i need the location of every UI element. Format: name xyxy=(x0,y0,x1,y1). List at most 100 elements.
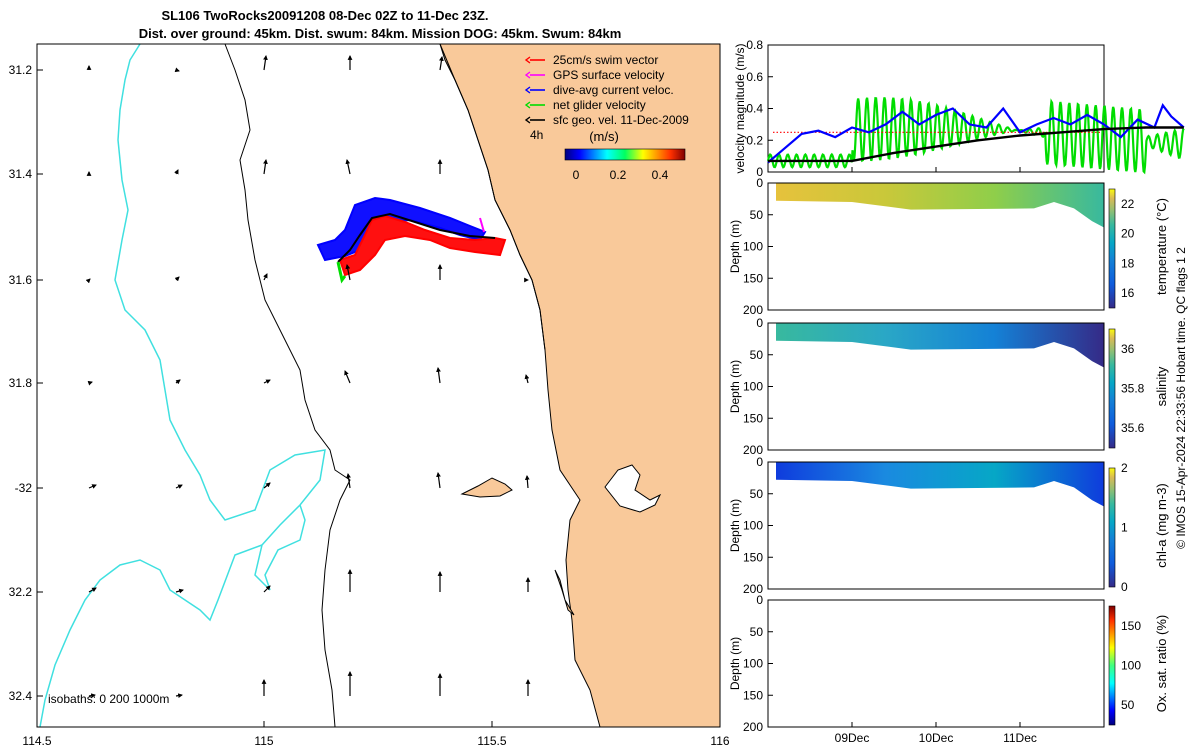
map-y-tick-label: 31.4 xyxy=(9,167,33,181)
depth-y-label: Depth (m) xyxy=(728,360,742,413)
map-x-tick-label: 115.5 xyxy=(477,734,506,748)
map-colorbar-ticks: 0 0.2 0.4 xyxy=(573,168,669,182)
velocity-arrow xyxy=(345,159,351,175)
map-x-tick-label: 115 xyxy=(254,734,273,748)
velocity-arrow xyxy=(175,588,184,594)
velocity-arrow xyxy=(263,55,268,71)
legend-label: dive-avg current veloc. xyxy=(553,83,674,97)
legend-note: 4h xyxy=(530,128,543,142)
depth-colorbar-tick: 150 xyxy=(1121,619,1141,633)
legend-arrowhead xyxy=(524,71,531,79)
velocity-y-tick-label: 0.4 xyxy=(746,102,763,116)
velocity-arrow xyxy=(436,367,441,384)
depth-colorbar-label: chl-a (mg m-3) xyxy=(1154,483,1169,568)
figure-title-line1: SL106 TwoRocks20091208 08-Dec 02Z to 11-… xyxy=(161,8,488,23)
depth-panel-4: 0 50 100 150 200 Depth (m) 50 100 150 Ox. sat. ra… xyxy=(728,593,1169,734)
depth-y-tick-label: 150 xyxy=(743,550,763,564)
velocity-arrow xyxy=(263,159,268,175)
time-x-tick-label: 11Dec xyxy=(1003,731,1037,745)
depth-y-tick-label: 50 xyxy=(750,487,764,501)
depth-colorbar-tick: 35.6 xyxy=(1121,421,1145,435)
depth-colorbar-tick: 36 xyxy=(1121,342,1135,356)
depth-colorbar xyxy=(1108,328,1116,449)
velocity-arrow xyxy=(345,264,351,281)
legend-arrowhead xyxy=(524,116,531,124)
velocity-arrow xyxy=(346,473,351,489)
velocity-arrow xyxy=(263,482,271,489)
map-colorbar-tick: 0.2 xyxy=(610,168,627,182)
depth-colorbar-tick: 22 xyxy=(1121,197,1135,211)
map-y-tick-label: 32.2 xyxy=(9,585,33,599)
peninsula xyxy=(554,569,575,616)
inlet xyxy=(604,464,662,513)
velocity-arrow xyxy=(88,587,97,593)
map-y-tick-label: 31.2 xyxy=(9,63,33,77)
depth-y-tick-label: 50 xyxy=(750,348,764,362)
net-path xyxy=(337,212,496,263)
depth-colorbar xyxy=(1108,188,1116,309)
velocity-y-tick-label: 0.2 xyxy=(746,133,763,147)
depth-y-label: Depth (m) xyxy=(728,220,742,273)
map-y-tick-label: 31.6 xyxy=(9,273,33,287)
velocity-arrow xyxy=(174,276,180,282)
map-y-tick-label: -32 xyxy=(15,481,33,495)
depth-y-tick-label: 0 xyxy=(756,316,763,330)
velocity-arrow xyxy=(174,67,180,73)
depth-y-tick-label: 0 xyxy=(756,593,763,607)
legend-arrowhead xyxy=(524,86,531,94)
map-x-tick-label: 114.5 xyxy=(22,734,51,748)
island xyxy=(460,477,513,498)
net-glider-velocity-series xyxy=(766,95,1185,175)
depth-colorbar-tick: 20 xyxy=(1121,227,1135,241)
depth-colorbar-tick: 2 xyxy=(1121,461,1128,475)
depth-y-label: Depth (m) xyxy=(728,499,742,552)
velocity-arrow xyxy=(344,370,351,384)
depth-y-tick-label: 150 xyxy=(743,271,763,285)
velocity-arrow xyxy=(88,693,96,698)
gps-velocity-marks xyxy=(479,217,485,233)
legend-label: sfc geo. vel. 11-Dec-2009 xyxy=(553,113,689,127)
velocity-arrow xyxy=(524,374,530,384)
depth-colorbar-tick: 18 xyxy=(1121,256,1135,270)
depth-colorbar-label: salinity xyxy=(1154,366,1169,406)
depth-y-tick-label: 100 xyxy=(743,519,763,533)
velocity-arrow xyxy=(436,472,441,489)
velocity-y-tick-label: 0 xyxy=(756,165,763,179)
depth-y-tick-label: 100 xyxy=(743,657,763,671)
map-y-tick-label: 31.8 xyxy=(9,376,33,390)
depth-y-tick-label: 50 xyxy=(750,625,764,639)
velocity-arrow xyxy=(263,273,268,281)
depth-colorbar-tick: 0 xyxy=(1121,580,1128,594)
map-colorbar-tick: 0 xyxy=(573,168,580,182)
depth-colorbar-tick: 1 xyxy=(1121,521,1128,535)
velocity-arrow xyxy=(175,379,181,385)
depth-y-tick-label: 150 xyxy=(743,411,763,425)
depth-axes-bg xyxy=(768,600,1104,727)
depth-panel-1: 0 50 100 150 200 Depth (m) 16 18 20 22 temperature… xyxy=(728,176,1169,317)
map-y-ticks: 31.2 31.4 31.6 31.8 -32 32.2 32.4 xyxy=(9,63,43,703)
isobath-1000m xyxy=(224,43,351,728)
legend-label: GPS surface velocity xyxy=(553,68,664,82)
dive-avg-current-series xyxy=(767,103,1185,164)
depth-colorbar xyxy=(1108,605,1116,726)
velocity-arrow xyxy=(85,278,91,284)
legend-arrowhead xyxy=(524,56,531,64)
figure-title-line2: Dist. over ground: 45km. Dist. swum: 84k… xyxy=(139,26,622,41)
sfc-geo-velocity-arrows xyxy=(85,55,531,698)
depth-colorbar-label: temperature (°C) xyxy=(1154,198,1169,295)
depth-colorbar-tick: 35.8 xyxy=(1121,382,1145,396)
depth-colorbar-tick: 16 xyxy=(1121,286,1135,300)
map-colorbar-tick: 0.4 xyxy=(652,168,669,182)
profile-data-band xyxy=(776,183,1104,228)
depth-colorbar-tick: 50 xyxy=(1121,698,1135,712)
depth-y-tick-label: 200 xyxy=(743,303,763,317)
velocity-arrow xyxy=(263,585,271,593)
velocity-y-tick-label: 0.8 xyxy=(746,38,763,52)
velocity-arrow xyxy=(175,693,183,698)
legend-label: net glider velocity xyxy=(553,98,646,112)
isobaths-label: isobaths: 0 200 1000m xyxy=(48,692,169,706)
